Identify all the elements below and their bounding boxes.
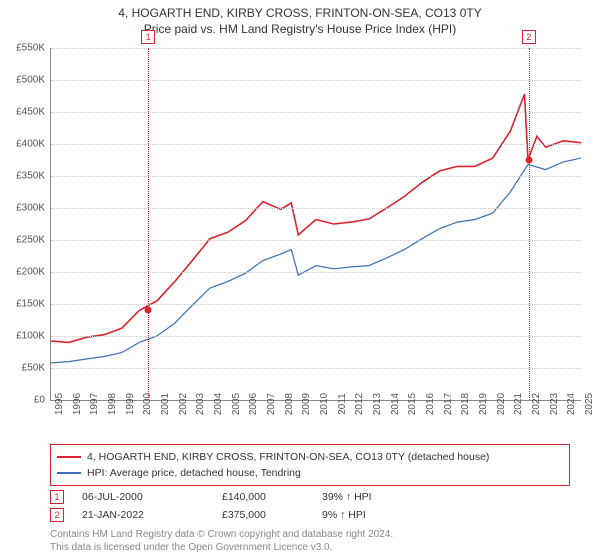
sale-event-marker: 1 — [141, 30, 155, 44]
gridline — [51, 336, 581, 337]
line-series-svg — [51, 48, 581, 400]
sale-event-vline — [529, 48, 530, 400]
x-axis-label: 2020 — [496, 393, 507, 415]
x-axis-label: 2017 — [443, 393, 454, 415]
y-axis-label: £0 — [5, 395, 45, 406]
y-axis-label: £250K — [5, 235, 45, 246]
x-axis-label: 2012 — [354, 393, 365, 415]
x-axis-label: 2002 — [178, 393, 189, 415]
x-axis-label: 2016 — [425, 393, 436, 415]
x-axis-label: 2007 — [266, 393, 277, 415]
x-axis-label: 2023 — [549, 393, 560, 415]
x-axis-label: 1995 — [54, 393, 65, 415]
x-axis-label: 2015 — [407, 393, 418, 415]
x-axis-label: 2019 — [478, 393, 489, 415]
sales-row-date: 06-JUL-2000 — [82, 491, 222, 503]
x-axis-label: 2014 — [390, 393, 401, 415]
title-address: 4, HOGARTH END, KIRBY CROSS, FRINTON-ON-… — [0, 6, 600, 20]
legend-label-hpi: HPI: Average price, detached house, Tend… — [87, 465, 301, 481]
gridline — [51, 272, 581, 273]
x-axis-label: 1999 — [125, 393, 136, 415]
x-axis-label: 1996 — [72, 393, 83, 415]
x-axis-label: 2021 — [513, 393, 524, 415]
sales-row-date: 21-JAN-2022 — [82, 509, 222, 521]
x-axis-label: 2001 — [160, 393, 171, 415]
legend-row-hpi: HPI: Average price, detached house, Tend… — [57, 465, 563, 481]
x-axis-label: 2022 — [531, 393, 542, 415]
x-axis-label: 1997 — [89, 393, 100, 415]
gridline — [51, 208, 581, 209]
gridline — [51, 144, 581, 145]
y-axis-label: £450K — [5, 107, 45, 118]
chart-titles: 4, HOGARTH END, KIRBY CROSS, FRINTON-ON-… — [0, 0, 600, 36]
y-axis-label: £400K — [5, 139, 45, 150]
sales-row-price: £140,000 — [222, 491, 322, 503]
y-axis-label: £100K — [5, 331, 45, 342]
sales-row-marker: 2 — [50, 508, 64, 522]
legend-label-property: 4, HOGARTH END, KIRBY CROSS, FRINTON-ON-… — [87, 449, 489, 465]
sale-event-vline — [148, 48, 149, 400]
y-axis-label: £200K — [5, 267, 45, 278]
x-axis-label: 2009 — [301, 393, 312, 415]
series-line-property — [51, 94, 581, 342]
y-axis-label: £50K — [5, 363, 45, 374]
x-axis-label: 1998 — [107, 393, 118, 415]
series-line-hpi — [51, 158, 581, 363]
title-subtitle: Price paid vs. HM Land Registry's House … — [0, 22, 600, 36]
sales-row-marker: 1 — [50, 490, 64, 504]
gridline — [51, 368, 581, 369]
x-axis-label: 2010 — [319, 393, 330, 415]
legend-box: 4, HOGARTH END, KIRBY CROSS, FRINTON-ON-… — [50, 444, 570, 486]
legend-swatch-property — [57, 456, 81, 458]
y-axis-label: £150K — [5, 299, 45, 310]
y-axis-label: £550K — [5, 43, 45, 54]
sales-row-price: £375,000 — [222, 509, 322, 521]
y-axis-label: £300K — [5, 203, 45, 214]
gridline — [51, 240, 581, 241]
x-axis-label: 2003 — [195, 393, 206, 415]
y-axis-label: £500K — [5, 75, 45, 86]
sales-row: 1 06-JUL-2000£140,00039% ↑ HPI — [50, 488, 442, 506]
gridline — [51, 112, 581, 113]
chart-container: 4, HOGARTH END, KIRBY CROSS, FRINTON-ON-… — [0, 0, 600, 560]
plot-area: £0£50K£100K£150K£200K£250K£300K£350K£400… — [50, 48, 581, 401]
x-axis-label: 2005 — [231, 393, 242, 415]
y-axis-label: £350K — [5, 171, 45, 182]
x-axis-label: 2008 — [284, 393, 295, 415]
x-axis-label: 2004 — [213, 393, 224, 415]
gridline — [51, 48, 581, 49]
sales-row-pct: 9% ↑ HPI — [322, 509, 442, 521]
sale-event-dot — [145, 307, 152, 314]
x-axis-label: 2018 — [460, 393, 471, 415]
x-axis-label: 2013 — [372, 393, 383, 415]
gridline — [51, 176, 581, 177]
sales-table: 1 06-JUL-2000£140,00039% ↑ HPI 2 21-JAN-202… — [50, 488, 442, 524]
sales-row-pct: 39% ↑ HPI — [322, 491, 442, 503]
sales-row: 2 21-JAN-2022£375,0009% ↑ HPI — [50, 506, 442, 524]
legend-row-property: 4, HOGARTH END, KIRBY CROSS, FRINTON-ON-… — [57, 449, 563, 465]
x-axis-label: 2025 — [584, 393, 595, 415]
sale-event-marker: 2 — [522, 30, 536, 44]
credit-block: Contains HM Land Registry data © Crown c… — [50, 528, 393, 554]
credit-line1: Contains HM Land Registry data © Crown c… — [50, 528, 393, 541]
x-axis-label: 2006 — [248, 393, 259, 415]
legend-swatch-hpi — [57, 472, 81, 474]
sale-event-dot — [525, 157, 532, 164]
credit-line2: This data is licensed under the Open Gov… — [50, 541, 393, 554]
gridline — [51, 304, 581, 305]
gridline — [51, 80, 581, 81]
x-axis-label: 2024 — [566, 393, 577, 415]
x-axis-label: 2011 — [337, 393, 348, 415]
